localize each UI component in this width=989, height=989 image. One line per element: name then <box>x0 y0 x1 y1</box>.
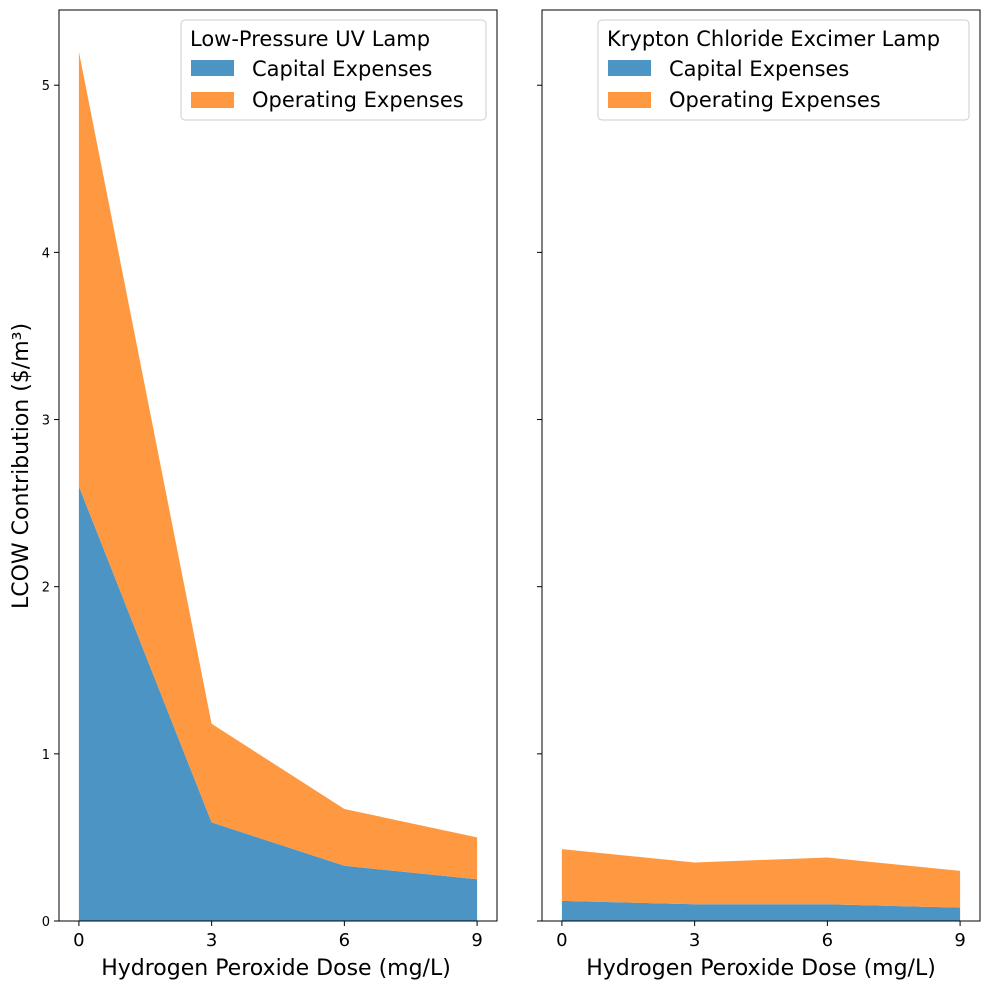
panel-right-areas <box>561 849 961 921</box>
panel-right-x-axis-title: Hydrogen Peroxide Dose (mg/L) <box>586 956 936 981</box>
panel-left-legend: Low-Pressure UV Lamp Capital Expenses Op… <box>180 19 487 121</box>
x-tick-label: 3 <box>689 930 700 951</box>
x-tick-label: 3 <box>206 930 217 951</box>
legend-swatch-capital <box>608 60 651 76</box>
panel-left-areas <box>78 51 478 921</box>
y-tick-label: 0 <box>42 915 50 930</box>
legend-title: Low-Pressure UV Lamp <box>190 27 430 51</box>
legend-label-capital: Capital Expenses <box>669 57 849 81</box>
panel-right: 0 3 6 9 Hydrogen Peroxide Dose (mg/L) Krypt… <box>537 9 981 981</box>
area-capital-expenses <box>561 900 961 921</box>
y-tick-label: 4 <box>42 246 50 261</box>
area-capital-expenses <box>78 486 478 921</box>
panel-right-legend: Krypton Chloride Excimer Lamp Capital Ex… <box>597 19 970 121</box>
legend-frame <box>180 19 487 121</box>
y-axis-title: LCOW Contribution ($/m³) <box>9 323 34 609</box>
y-tick-label: 3 <box>42 414 50 429</box>
panel-left-x-ticks: 0 3 6 9 <box>73 921 483 951</box>
panel-left-frame <box>58 9 498 922</box>
panel-right-frame <box>541 9 981 922</box>
legend-label-capital: Capital Expenses <box>252 57 432 81</box>
x-tick-label: 9 <box>471 930 482 951</box>
y-tick-label: 5 <box>42 79 50 94</box>
x-tick-label: 9 <box>954 930 965 951</box>
area-operating-expenses <box>561 849 961 908</box>
legend-swatch-capital <box>191 60 234 76</box>
y-tick-label: 1 <box>42 748 50 763</box>
panel-left: 0 1 2 3 4 5 0 3 6 9 Hydrogen Peroxide Dose (mg/L… <box>9 9 498 981</box>
panel-left-x-axis-title: Hydrogen Peroxide Dose (mg/L) <box>101 956 451 981</box>
legend-swatch-operating <box>191 92 234 108</box>
y-tick-label: 2 <box>42 581 50 596</box>
x-tick-label: 6 <box>822 930 833 951</box>
area-operating-expenses <box>78 51 478 880</box>
panel-right-y-ticks <box>537 84 542 922</box>
x-tick-label: 0 <box>556 930 567 951</box>
legend-label-operating: Operating Expenses <box>669 88 881 112</box>
x-tick-label: 0 <box>73 930 84 951</box>
legend-frame <box>597 19 970 121</box>
legend-title: Krypton Chloride Excimer Lamp <box>607 27 940 51</box>
legend-swatch-operating <box>608 92 651 108</box>
panel-right-x-ticks: 0 3 6 9 <box>556 921 966 951</box>
x-tick-label: 6 <box>339 930 350 951</box>
legend-label-operating: Operating Expenses <box>252 88 464 112</box>
panel-left-y-ticks: 0 1 2 3 4 5 <box>42 79 59 930</box>
